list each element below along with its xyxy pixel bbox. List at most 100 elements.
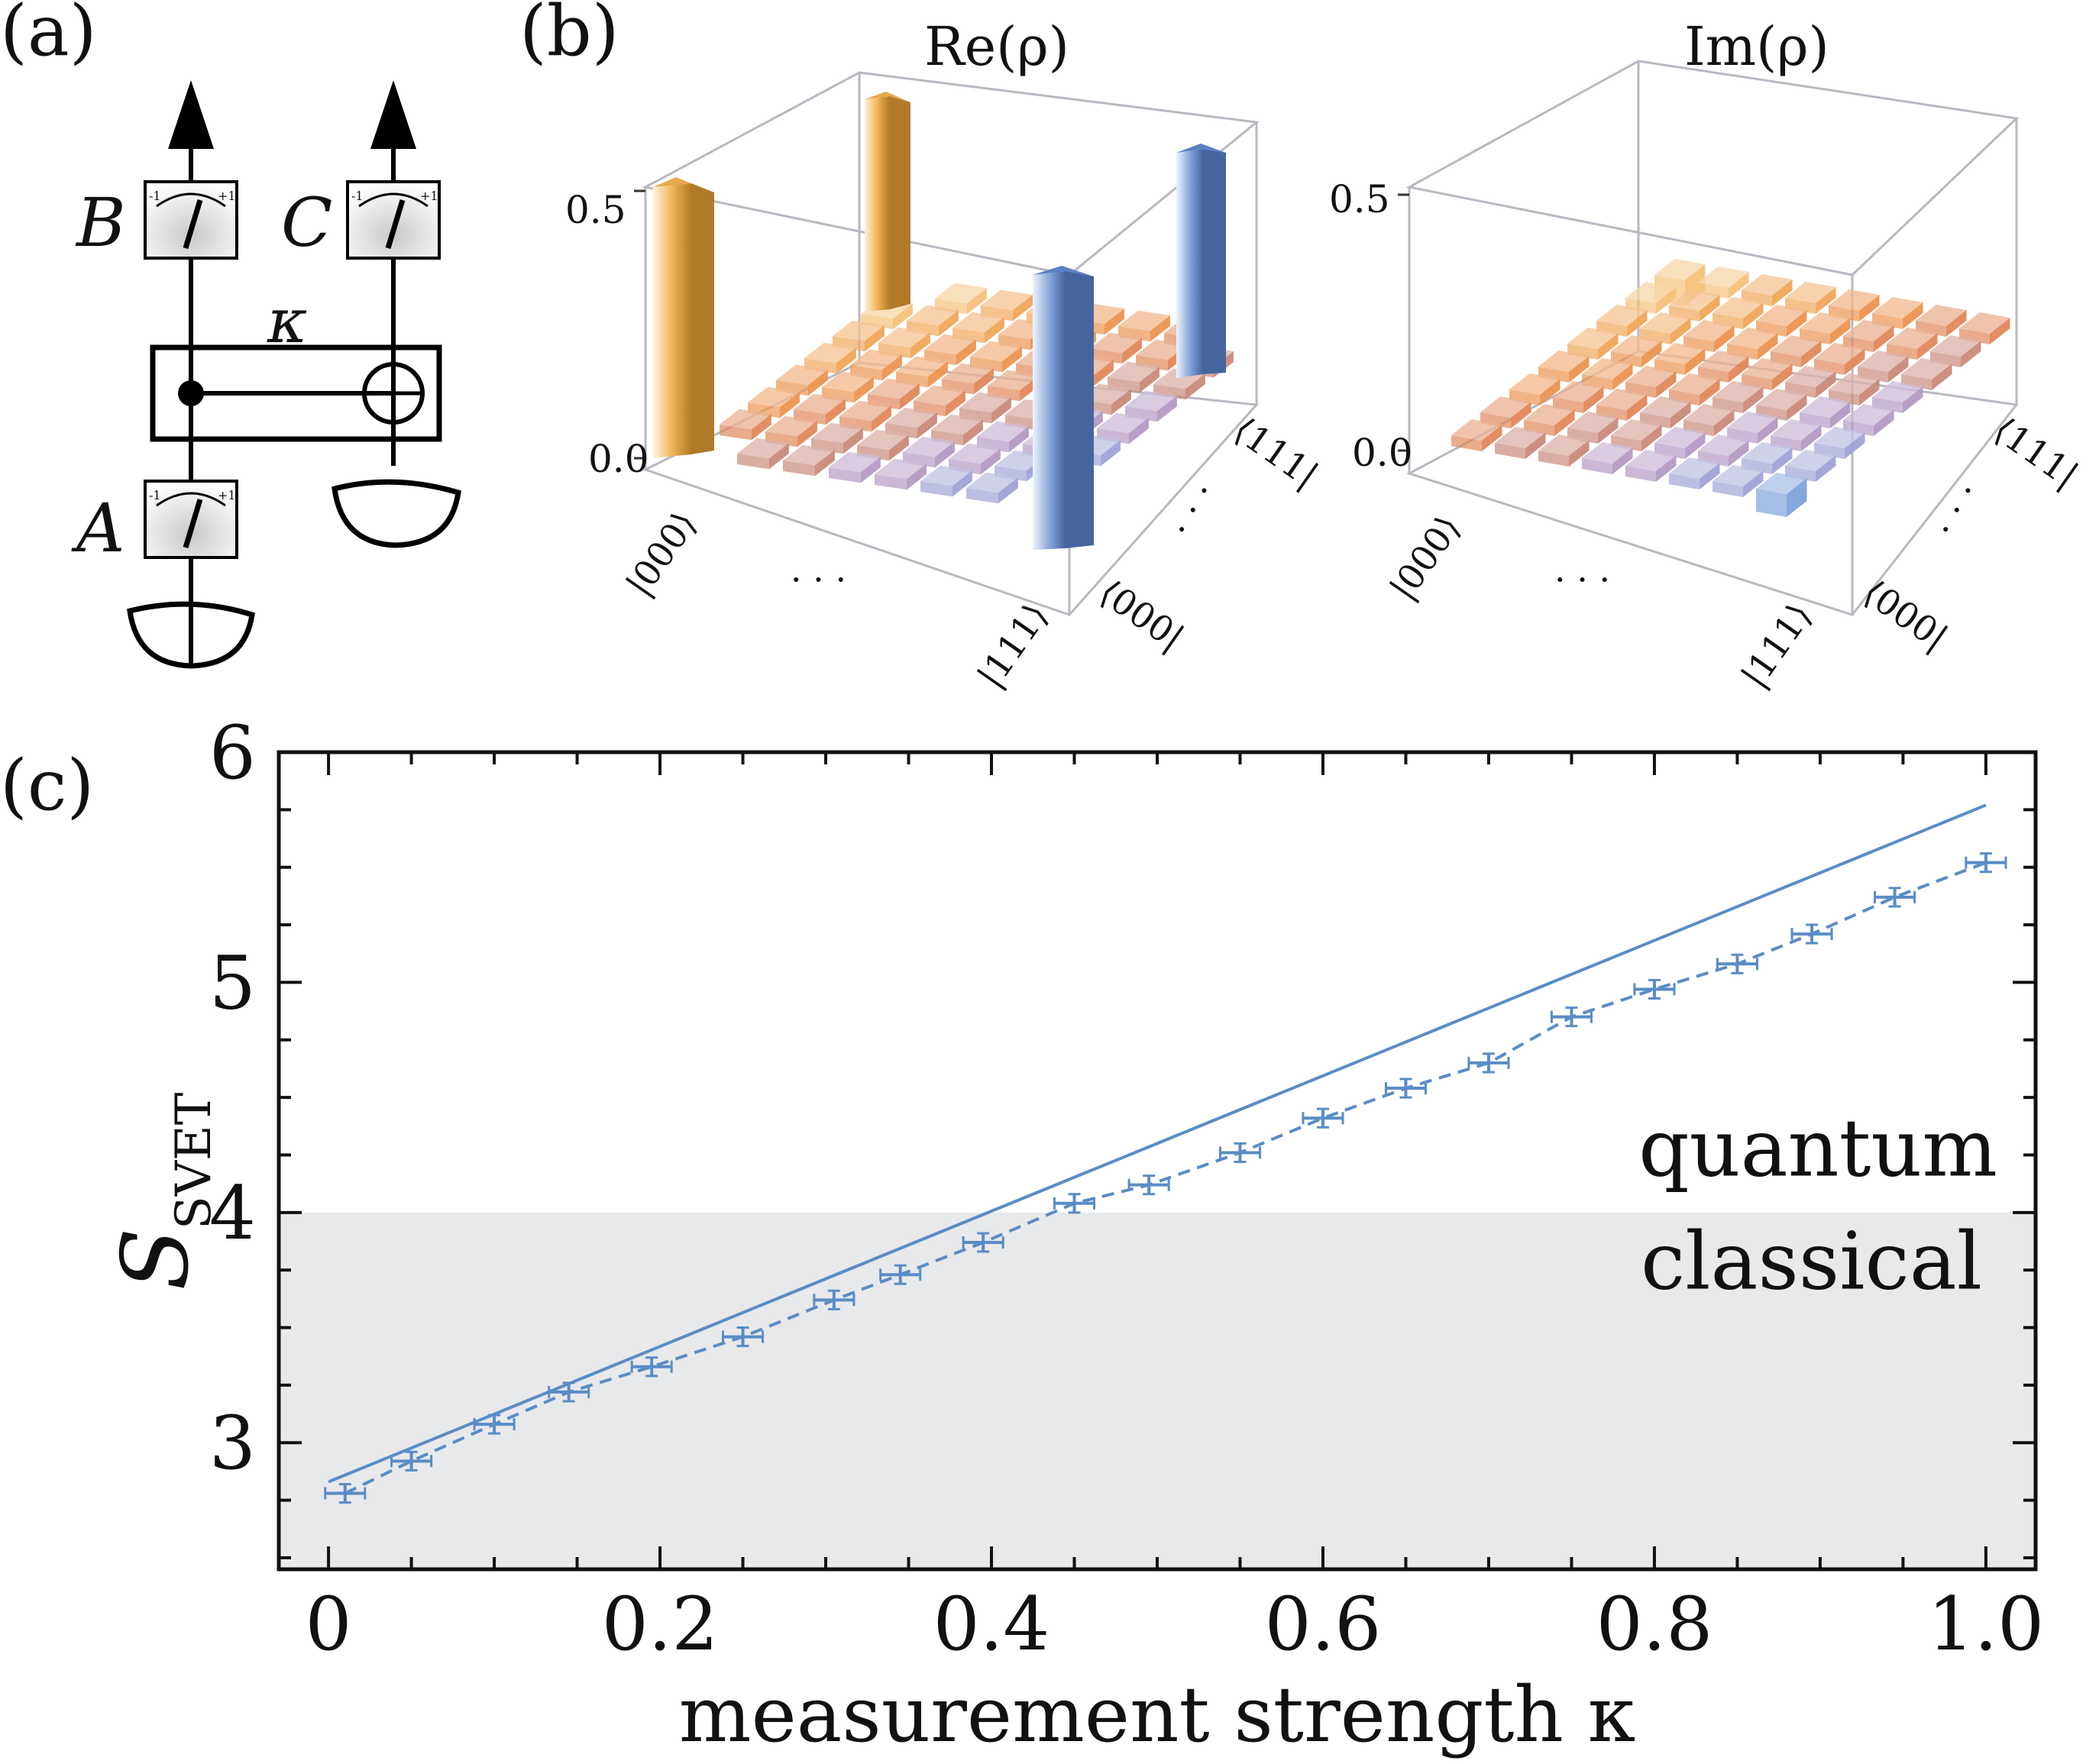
data-point <box>473 1413 516 1435</box>
re-tile <box>924 334 976 366</box>
theory-line <box>328 803 1987 1484</box>
svg-text:+1: +1 <box>218 488 236 502</box>
re-tile <box>952 312 1004 344</box>
re-bar-111-111 <box>1033 266 1094 550</box>
data-point <box>1965 852 2007 874</box>
x-tick-label: 0 <box>306 1581 352 1667</box>
y-tick-label: 4 <box>209 1171 256 1256</box>
x-tick-label: 0.2 <box>602 1581 719 1667</box>
im-tile <box>1567 328 1619 360</box>
svg-text:+1: +1 <box>218 189 236 203</box>
data-point <box>1218 1142 1262 1164</box>
detector-a-icon <box>127 601 255 669</box>
re-tile <box>1118 310 1170 342</box>
quantum-label: quantum <box>1638 1102 1997 1195</box>
re-title: Re(ρ) <box>924 15 1069 78</box>
circuit-diagram: -1 +1 -1 +1 -1 +1 B C A κ <box>71 80 461 669</box>
data-point <box>1716 953 1758 974</box>
re-bar-111-000 <box>1176 144 1226 378</box>
x-tick-label: 0.4 <box>933 1581 1050 1667</box>
re-bar-000-111 <box>865 92 910 312</box>
re-tile <box>949 443 1001 475</box>
re-tile <box>942 363 994 395</box>
data-point <box>813 1289 855 1310</box>
re-tile <box>811 422 863 454</box>
svg-text:SVET: SVET <box>166 1092 222 1229</box>
re-tile <box>885 407 937 439</box>
data-point <box>1127 1174 1170 1196</box>
im-tick-05: 0.5 <box>1329 177 1390 221</box>
re-tile <box>966 472 1018 504</box>
re-tick-00: 0.0 <box>588 437 649 481</box>
im-tile <box>1596 305 1648 337</box>
arrow-up-left-icon <box>168 80 214 149</box>
y-tick-label: 6 <box>209 710 256 796</box>
im-tile <box>1509 373 1561 405</box>
y-tick-label: 5 <box>209 940 256 1026</box>
svg-text:S: S <box>103 1228 209 1291</box>
re-bar-000-000 <box>653 177 714 458</box>
re-tile <box>935 283 987 315</box>
im-tile <box>1669 457 1720 489</box>
svg-text:-1: -1 <box>351 189 364 203</box>
data-point <box>548 1381 590 1403</box>
data-point <box>1790 923 1833 945</box>
panel-label-c: (c) <box>0 745 94 826</box>
data-point <box>722 1326 765 1348</box>
im-tile <box>1538 351 1590 383</box>
meter-b-icon: -1 +1 <box>144 180 238 260</box>
plot-frame <box>277 750 2038 1572</box>
svet-chart: 0 0.2 0.4 0.6 0.8 1.0 3 4 5 6 quantum classical m… <box>103 710 2044 1759</box>
im-ket-111: |111⟩ <box>1733 596 1820 695</box>
re-ket-111: |111⟩ <box>969 596 1056 695</box>
density-re-panel: Re(ρ) 0.5 0.0 <box>565 15 1326 695</box>
detector-c-icon <box>332 479 461 548</box>
svg-text:-1: -1 <box>149 189 161 203</box>
density-im-panel: Im(ρ) 0.5 0.0 |000⟩ · · · |111⟩ ⟨000| · … <box>1329 15 2086 695</box>
data-point <box>962 1232 1004 1253</box>
data-point <box>630 1356 673 1378</box>
im-tile <box>1524 404 1575 436</box>
im-tile <box>1553 381 1604 413</box>
meter-a-icon: -1 +1 <box>144 480 238 559</box>
svg-text:+1: +1 <box>420 189 438 203</box>
re-tick-05: 0.5 <box>565 188 626 232</box>
im-tile <box>1771 419 1822 451</box>
classical-label: classical <box>1641 1214 1982 1307</box>
im-tile <box>1538 435 1590 467</box>
data-point <box>1302 1107 1344 1129</box>
re-tile <box>783 444 835 477</box>
re-bra-111: ⟨111| <box>1226 409 1325 496</box>
data-point <box>1550 1006 1593 1028</box>
re-bra-000: ⟨000| <box>1092 571 1191 658</box>
re-tile <box>920 465 972 497</box>
im-tile <box>1582 442 1633 474</box>
y-tick-label: 3 <box>209 1401 256 1486</box>
re-tile <box>833 320 885 352</box>
re-tile <box>829 451 881 483</box>
data-point <box>1467 1052 1510 1074</box>
im-tile <box>1698 351 1749 383</box>
im-tile <box>1451 419 1502 451</box>
x-axis-label: measurement strength κ <box>679 1670 1636 1759</box>
im-tile <box>1683 404 1735 436</box>
data-point <box>324 1482 367 1504</box>
re-ket-000: |000⟩ <box>618 504 705 603</box>
im-tile <box>1654 343 1706 375</box>
im-bra-111: ⟨111| <box>1986 409 2085 496</box>
panel-label-a: (a) <box>0 0 97 72</box>
re-tile <box>868 378 920 410</box>
re-tile <box>737 438 789 470</box>
im-title: Im(ρ) <box>1684 15 1829 78</box>
im-tile <box>1654 427 1706 459</box>
im-ket-000: |000⟩ <box>1382 508 1469 607</box>
data-point <box>1874 887 1916 908</box>
im-tile <box>1669 373 1720 405</box>
im-bra-000: ⟨000| <box>1855 571 1955 658</box>
im-tile <box>1480 396 1531 428</box>
meter-a-label: A <box>71 489 125 567</box>
re-dots-x: · · · <box>791 559 846 600</box>
im-tile <box>1596 389 1648 421</box>
y-axis-label: S SVET <box>103 1092 222 1291</box>
